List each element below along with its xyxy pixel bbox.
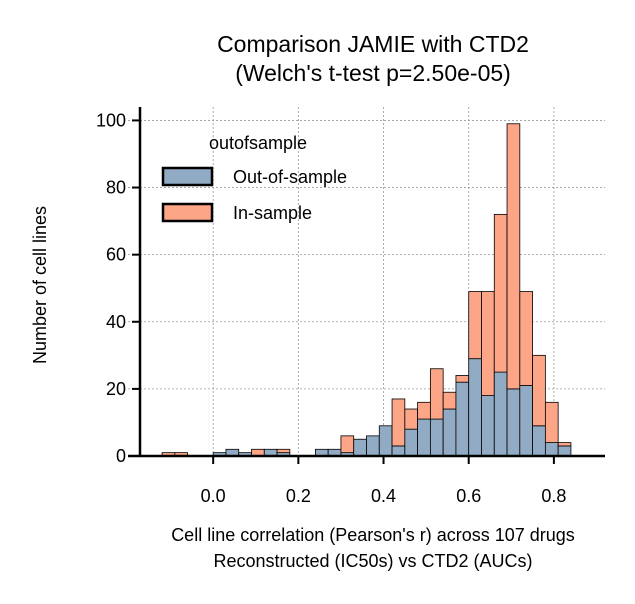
bar-out-of-sample-25 — [481, 395, 495, 457]
y-tick-label-2: 40 — [106, 312, 126, 332]
bar-in-sample-31 — [557, 442, 572, 447]
bar-out-of-sample-31 — [557, 445, 572, 457]
bar-in-sample-27 — [506, 123, 521, 390]
bar-out-of-sample-15 — [353, 438, 367, 457]
bar-out-of-sample-16 — [366, 435, 380, 457]
x-axis-label-line2: Reconstructed (IC50s) vs CTD2 (AUCs) — [213, 551, 532, 571]
bar-out-of-sample-28 — [519, 385, 533, 457]
y-tick-label-4: 80 — [106, 178, 126, 198]
bar-in-sample-18 — [391, 398, 406, 447]
bar-out-of-sample-21 — [429, 418, 444, 457]
legend-swatch-out-of-sample — [161, 166, 214, 187]
bar-in-sample-9 — [276, 448, 291, 454]
bar-out-of-sample-27 — [506, 388, 521, 457]
chart-title-line1: Comparison JAMIE with CTD2 — [217, 31, 529, 57]
bar-out-of-sample-26 — [493, 371, 508, 457]
bar-in-sample-28 — [519, 291, 533, 386]
bar-out-of-sample-22 — [442, 408, 457, 457]
bar-in-sample-20 — [417, 401, 431, 420]
bar-out-of-sample-19 — [404, 428, 419, 457]
bar-in-sample-21 — [429, 368, 444, 420]
y-axis-label: Number of cell lines — [30, 206, 50, 364]
y-tick-label-3: 60 — [106, 245, 126, 265]
legend-label-in-sample: In-sample — [233, 203, 312, 223]
bar-in-sample-19 — [404, 408, 419, 430]
bar-out-of-sample-30 — [544, 442, 559, 457]
x-tick-label-4: 0.8 — [541, 486, 566, 506]
bar-out-of-sample-29 — [532, 425, 546, 457]
x-axis-label-line1: Cell line correlation (Pearson's r) acro… — [171, 525, 575, 545]
legend-title: outofsample — [209, 133, 307, 153]
legend: outofsample Out-of-sample In-sample — [161, 133, 347, 223]
x-tick-label-1: 0.2 — [286, 486, 311, 506]
bar-in-sample-26 — [493, 213, 508, 373]
bar-out-of-sample-24 — [468, 358, 482, 457]
bar-out-of-sample-20 — [417, 418, 431, 457]
bar-in-sample-25 — [481, 291, 495, 396]
bar-in-sample-24 — [468, 291, 482, 360]
bar-out-of-sample-18 — [391, 445, 406, 457]
x-tick-label-2: 0.4 — [371, 486, 396, 506]
legend-swatch-in-sample — [161, 202, 214, 223]
y-tick-label-1: 20 — [106, 379, 126, 399]
x-tick-label-3: 0.6 — [456, 486, 481, 506]
bar-out-of-sample-17 — [378, 425, 393, 457]
bar-in-sample-30 — [544, 401, 559, 443]
y-tick-label-5: 100 — [96, 110, 126, 130]
chart-title-line2: (Welch's t-test p=2.50e-05) — [235, 60, 511, 86]
bar-in-sample-29 — [532, 354, 546, 427]
bar-in-sample-23 — [455, 375, 470, 383]
y-tick-label-0: 0 — [116, 446, 126, 466]
bar-out-of-sample-23 — [455, 381, 470, 457]
bars — [161, 123, 572, 457]
x-tick-label-0: 0.0 — [201, 486, 226, 506]
bar-in-sample-22 — [442, 391, 457, 410]
legend-label-out-of-sample: Out-of-sample — [233, 167, 347, 187]
axes: 0.0 0.2 0.4 0.6 0.8 0 20 40 60 80 100 — [96, 107, 605, 506]
bar-in-sample-14 — [340, 435, 355, 454]
